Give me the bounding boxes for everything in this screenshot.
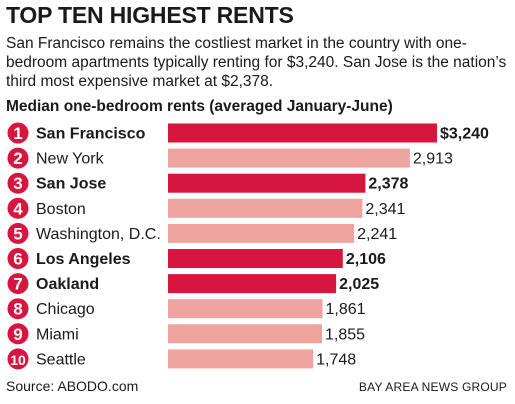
value-label: 2,025 <box>339 276 379 293</box>
value-label: 2,913 <box>413 151 453 168</box>
category-label: Miami <box>36 326 79 343</box>
rank-number: 4 <box>13 199 23 218</box>
value-label: 2,106 <box>346 251 386 268</box>
rank-number: 10 <box>10 352 26 368</box>
bar <box>168 173 366 193</box>
chart-row: 10 Seattle 1,748 <box>7 348 356 370</box>
rank-number: 2 <box>13 149 22 168</box>
rank-badge <box>7 197 29 219</box>
bar <box>168 148 410 168</box>
credit-line: BAY AREA NEWS GROUP <box>358 380 507 394</box>
rank-number: 8 <box>13 300 22 319</box>
chart-row: 1 San Francisco $3,240 <box>7 122 489 144</box>
chart-row: 8 Chicago 1,861 <box>7 298 366 320</box>
value-label: 2,378 <box>368 176 408 193</box>
bar <box>168 299 323 319</box>
chart-subtitle: San Francisco remains the costliest mark… <box>6 35 507 90</box>
rank-number: 3 <box>13 174 22 193</box>
rank-badge <box>7 323 29 345</box>
value-label: $3,240 <box>440 126 489 143</box>
bar <box>168 249 343 268</box>
chart-row: 7 Oakland 2,025 <box>7 273 379 295</box>
chart-row: 3 San Jose 2,378 <box>7 172 409 194</box>
chart-row: 5 Washington, D.C. 2,241 <box>7 222 397 244</box>
rank-number: 6 <box>13 250 22 269</box>
chart-heading: Median one-bedroom rents (averaged Janua… <box>6 98 393 115</box>
rank-badge <box>7 248 29 269</box>
category-label: Los Angeles <box>36 251 131 268</box>
category-label: Chicago <box>36 301 95 318</box>
source-note: Source: ABODO.com <box>6 378 139 394</box>
value-label: 2,241 <box>357 226 397 243</box>
rank-badge <box>7 298 29 320</box>
category-label: San Jose <box>36 176 106 193</box>
chart-row: 9 Miami 1,855 <box>7 323 365 345</box>
rank-badge <box>7 348 29 370</box>
value-label: 1,748 <box>316 351 356 368</box>
category-label: San Francisco <box>36 126 146 143</box>
chart-row: 2 New York 2,913 <box>7 147 453 169</box>
bar <box>168 274 337 294</box>
value-label: 1,861 <box>326 301 366 318</box>
category-label: Washington, D.C. <box>36 226 161 243</box>
bar <box>168 349 314 369</box>
chart-row: 6 Los Angeles 2,106 <box>7 248 386 269</box>
value-label: 1,855 <box>325 326 365 343</box>
chart-title: TOP TEN HIGHEST RENTS <box>6 2 294 28</box>
rank-number: 7 <box>13 275 22 294</box>
category-label: Boston <box>36 201 86 218</box>
category-label: New York <box>36 151 105 168</box>
bar <box>168 123 437 143</box>
rank-badge <box>7 147 29 169</box>
rank-number: 9 <box>13 325 22 344</box>
bar <box>168 198 363 218</box>
category-label: Seattle <box>36 351 86 368</box>
rank-badge <box>7 273 29 295</box>
rank-badge <box>7 122 29 144</box>
rank-badge <box>7 172 29 194</box>
value-label: 2,341 <box>365 201 405 218</box>
category-label: Oakland <box>36 276 99 293</box>
rank-badge <box>7 222 29 244</box>
bar <box>168 223 355 243</box>
rank-number: 1 <box>13 124 22 143</box>
bar-chart: 1 San Francisco $3,240 2 New York 2,913 3 San J… <box>7 122 489 370</box>
rank-number: 5 <box>13 224 22 243</box>
chart-row: 4 Boston 2,341 <box>7 197 406 219</box>
bar <box>168 324 322 344</box>
